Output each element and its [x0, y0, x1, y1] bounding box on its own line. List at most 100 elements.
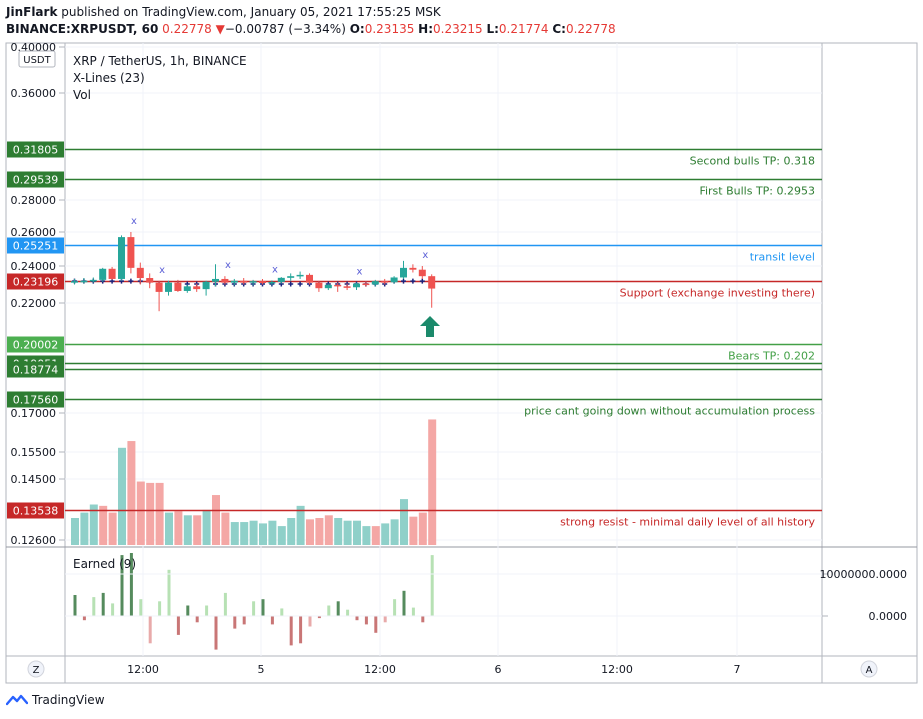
x-signal-marker: x — [225, 260, 231, 271]
zoom-button[interactable] — [27, 660, 45, 678]
level-price-text: 0.18774 — [13, 364, 59, 377]
earned-bar — [101, 592, 105, 616]
candle-body[interactable] — [296, 274, 304, 277]
candle-body[interactable] — [80, 280, 88, 283]
author-name[interactable]: JinFlark — [6, 5, 58, 19]
earned-bar — [430, 555, 434, 616]
earned-bar — [82, 616, 86, 621]
earned-bar — [393, 599, 397, 616]
price-tick-label: 0.24000 — [11, 260, 57, 273]
price-change: −0.00787 (−3.34%) — [224, 22, 346, 36]
low-label: L: — [486, 22, 499, 36]
tradingview-logo-icon — [6, 694, 28, 706]
earned-bar — [176, 616, 180, 635]
candle-body[interactable] — [343, 286, 351, 288]
candle-body[interactable] — [155, 282, 163, 292]
legend-volume[interactable]: Vol — [73, 88, 91, 102]
candle-body[interactable] — [230, 280, 238, 283]
legend-title[interactable]: XRP / TetherUS, 1h, BINANCE — [73, 54, 247, 68]
earned-bar — [195, 616, 199, 623]
price-axis[interactable]: 0.400000.360000.280000.260000.240000.220… — [11, 41, 66, 547]
volume-bar — [202, 509, 211, 545]
level-price-badge — [7, 171, 64, 188]
candle-body[interactable] — [118, 237, 125, 279]
candle-body[interactable] — [240, 280, 248, 283]
earned-bar — [186, 605, 190, 616]
candle-body[interactable] — [89, 279, 97, 282]
candle-body[interactable] — [202, 281, 210, 290]
candle-body[interactable] — [362, 283, 370, 286]
candle-body[interactable] — [287, 276, 295, 278]
footer: TradingView — [6, 690, 105, 710]
candle-body[interactable] — [71, 281, 78, 283]
level-price-badge — [7, 237, 64, 254]
x-lines-marker — [419, 278, 425, 284]
volume-bar — [146, 482, 155, 545]
volume-bar — [80, 512, 89, 545]
earned-bar — [270, 616, 274, 625]
candle-body[interactable] — [127, 237, 135, 268]
level-label: price cant going down without accumulati… — [524, 405, 815, 418]
candle-body[interactable] — [409, 267, 417, 270]
candle-body[interactable] — [277, 277, 285, 282]
x-signal-marker: x — [357, 267, 363, 278]
candle-body[interactable] — [428, 276, 436, 289]
price-tick-label: 0.17000 — [11, 407, 57, 420]
level-label: Second bulls TP: 0.318 — [690, 155, 815, 168]
auto-scale-button[interactable] — [860, 660, 878, 678]
earned-bar — [289, 616, 293, 646]
candle-body[interactable] — [165, 282, 172, 292]
legend-indicator[interactable]: X-Lines (23) — [73, 71, 145, 85]
legend-earned[interactable]: Earned (9) — [73, 557, 136, 571]
candle-body[interactable] — [418, 269, 426, 277]
candle-body[interactable] — [315, 282, 323, 289]
earned-bar — [148, 616, 152, 644]
candle-body[interactable] — [108, 268, 116, 279]
level-label: strong resist - minimal daily level of a… — [560, 516, 815, 529]
brand-label[interactable]: TradingView — [32, 693, 105, 707]
earned-axis[interactable]: 10000000.0000 0.0000 — [65, 568, 907, 623]
change-arrow-icon: ▼ — [215, 22, 225, 36]
earned-bar — [233, 616, 237, 629]
time-axis[interactable]: 12:00 5 12:00 6 12:00 7 — [127, 663, 740, 676]
candle-body[interactable] — [146, 278, 154, 283]
candle-body[interactable] — [390, 277, 398, 283]
candle-body[interactable] — [268, 281, 276, 284]
volume-bar — [390, 519, 399, 545]
candle-body[interactable] — [400, 267, 407, 278]
candle-body[interactable] — [259, 281, 266, 284]
zoom-button-label: Z — [33, 665, 40, 676]
candle-body[interactable] — [381, 281, 389, 283]
up-arrow-icon — [420, 316, 440, 337]
candle-body[interactable] — [371, 281, 379, 285]
chart-canvas[interactable]: Second bulls TP: 0.318 First Bulls TP: 0.… — [0, 0, 923, 690]
candle-body[interactable] — [306, 274, 313, 283]
candle-body[interactable] — [183, 286, 191, 291]
vertical-grid — [142, 43, 738, 656]
earned-bar — [411, 607, 415, 616]
earned-tick-label: 0.0000 — [869, 610, 908, 623]
candle-body[interactable] — [193, 286, 201, 290]
symbol-label: BINANCE:XRPUSDT, 60 — [6, 22, 159, 36]
candle-body[interactable] — [249, 281, 257, 283]
candle-body[interactable] — [221, 278, 229, 283]
level-price-text: 0.17560 — [13, 394, 59, 407]
candle-body[interactable] — [324, 284, 332, 289]
level-price-text: 0.23196 — [13, 276, 59, 289]
currency-button[interactable] — [18, 50, 56, 68]
candle-body[interactable] — [353, 283, 360, 288]
low-value: 0.21774 — [498, 22, 549, 36]
candle-body[interactable] — [99, 268, 107, 280]
candle-body[interactable] — [136, 267, 144, 279]
close-label: C: — [552, 22, 566, 36]
earned-bar — [92, 597, 96, 616]
candle-body[interactable] — [334, 284, 342, 287]
auto-scale-label: A — [866, 665, 873, 676]
volume-bar — [259, 523, 267, 545]
earned-bar — [327, 605, 331, 616]
level-price-text: 0.25251 — [13, 240, 59, 253]
x-lines-marker — [401, 278, 406, 284]
candle-body[interactable] — [212, 278, 219, 282]
candle-body[interactable] — [174, 282, 182, 291]
earned-tick-label: 10000000.0000 — [820, 568, 907, 581]
